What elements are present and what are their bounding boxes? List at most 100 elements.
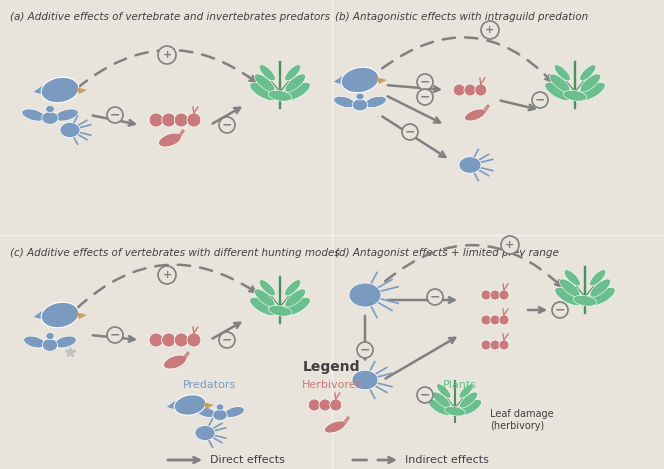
Polygon shape: [203, 402, 214, 409]
Ellipse shape: [268, 305, 291, 316]
Circle shape: [308, 399, 320, 411]
Ellipse shape: [334, 96, 355, 108]
Circle shape: [490, 340, 500, 350]
Circle shape: [417, 74, 433, 90]
Ellipse shape: [573, 295, 597, 306]
Ellipse shape: [564, 270, 580, 286]
Text: Leaf damage
(herbivory): Leaf damage (herbivory): [490, 409, 554, 431]
Ellipse shape: [590, 270, 606, 286]
Ellipse shape: [352, 370, 378, 390]
Ellipse shape: [60, 122, 80, 137]
Text: (d) Antagonist effects + limited prey range: (d) Antagonist effects + limited prey ra…: [335, 248, 559, 258]
Ellipse shape: [580, 74, 601, 92]
Circle shape: [481, 340, 491, 350]
Circle shape: [499, 290, 509, 300]
Text: Plants: Plants: [443, 380, 477, 390]
Ellipse shape: [46, 106, 54, 113]
Text: −: −: [110, 328, 120, 341]
Ellipse shape: [250, 83, 276, 100]
Text: −: −: [420, 91, 430, 104]
Circle shape: [149, 113, 163, 127]
Polygon shape: [76, 87, 87, 94]
Ellipse shape: [285, 280, 301, 296]
Ellipse shape: [216, 404, 224, 410]
Circle shape: [402, 124, 418, 140]
Circle shape: [481, 290, 491, 300]
Text: −: −: [360, 343, 371, 356]
Ellipse shape: [544, 83, 571, 100]
Ellipse shape: [341, 67, 379, 93]
Text: −: −: [430, 290, 440, 303]
Circle shape: [464, 84, 476, 96]
Ellipse shape: [174, 395, 206, 415]
Ellipse shape: [285, 289, 305, 307]
Ellipse shape: [563, 91, 587, 101]
Text: Herbivores: Herbivores: [302, 380, 362, 390]
Ellipse shape: [259, 280, 276, 296]
Ellipse shape: [559, 279, 580, 297]
Circle shape: [490, 315, 500, 325]
Ellipse shape: [196, 407, 216, 417]
Circle shape: [499, 340, 509, 350]
Text: Predators: Predators: [183, 380, 236, 390]
Circle shape: [162, 333, 176, 347]
Circle shape: [532, 92, 548, 108]
Circle shape: [149, 333, 163, 347]
Ellipse shape: [41, 77, 79, 103]
Text: (c) Additive effects of vertebrates with different hunting modes: (c) Additive effects of vertebrates with…: [10, 248, 340, 258]
Text: −: −: [222, 119, 232, 131]
Ellipse shape: [163, 355, 187, 369]
Ellipse shape: [579, 83, 605, 100]
Ellipse shape: [224, 407, 244, 417]
Ellipse shape: [55, 109, 78, 121]
Circle shape: [454, 84, 465, 96]
Text: Indirect effects: Indirect effects: [405, 455, 489, 465]
Ellipse shape: [41, 302, 79, 328]
Ellipse shape: [356, 93, 364, 100]
Ellipse shape: [254, 74, 275, 92]
Circle shape: [187, 333, 201, 347]
Text: +: +: [485, 25, 495, 35]
Text: +: +: [505, 240, 515, 250]
Ellipse shape: [353, 99, 368, 111]
Circle shape: [475, 84, 487, 96]
Circle shape: [219, 332, 235, 348]
Ellipse shape: [159, 133, 181, 147]
Ellipse shape: [589, 287, 616, 305]
Ellipse shape: [42, 112, 58, 124]
Ellipse shape: [22, 109, 45, 121]
Ellipse shape: [459, 384, 473, 398]
Ellipse shape: [445, 407, 465, 416]
Ellipse shape: [250, 297, 276, 316]
Polygon shape: [166, 400, 176, 410]
Circle shape: [174, 113, 189, 127]
Circle shape: [187, 113, 201, 127]
Circle shape: [330, 399, 342, 411]
Polygon shape: [33, 310, 43, 320]
Polygon shape: [376, 77, 387, 84]
Circle shape: [499, 315, 509, 325]
Circle shape: [427, 289, 443, 305]
Text: −: −: [420, 388, 430, 401]
Text: Direct effects: Direct effects: [210, 455, 285, 465]
Ellipse shape: [195, 425, 215, 440]
Circle shape: [107, 327, 123, 343]
Ellipse shape: [437, 384, 451, 398]
Ellipse shape: [42, 339, 58, 351]
Ellipse shape: [284, 297, 310, 316]
Ellipse shape: [213, 409, 227, 421]
Circle shape: [319, 399, 331, 411]
Ellipse shape: [459, 157, 481, 173]
Text: Legend: Legend: [303, 360, 361, 374]
Ellipse shape: [432, 392, 451, 408]
Circle shape: [162, 113, 176, 127]
Circle shape: [158, 266, 176, 284]
Ellipse shape: [458, 400, 481, 416]
Ellipse shape: [24, 336, 46, 348]
Ellipse shape: [284, 83, 310, 100]
Polygon shape: [33, 85, 43, 95]
Ellipse shape: [259, 65, 276, 81]
Circle shape: [174, 333, 189, 347]
Ellipse shape: [549, 74, 570, 92]
Ellipse shape: [285, 74, 305, 92]
